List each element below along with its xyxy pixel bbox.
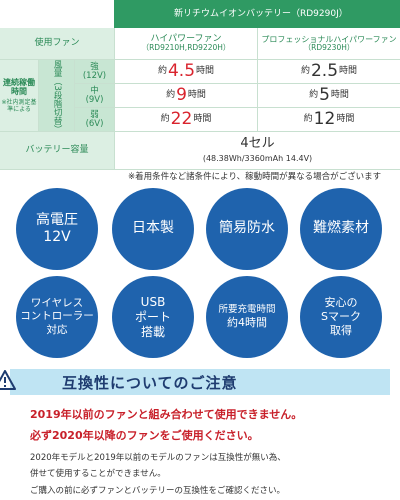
notice-text-line1: 2020年モデルと2019年以前のモデルのファンは互換性が無い為、 [30, 453, 286, 463]
runtime-col2-strong: 約 4.5 時間 [114, 60, 257, 84]
battery-header: 新リチウムイオンバッテリー（RD9290J） [114, 0, 400, 28]
fan-label: 使用ファン [0, 28, 114, 60]
col3-models: （RD9230H） [303, 42, 355, 52]
feature-text: ワイヤレス [30, 297, 84, 310]
notice-title: 互換性についてのご注意 [62, 373, 238, 392]
hours-unit: 時間 [336, 114, 355, 125]
feature-s-mark: 安心の Sマーク 取得 [300, 276, 382, 358]
level-strong: 強 (12V) [74, 60, 114, 84]
level-medium: 中 (9V) [74, 84, 114, 108]
runtime-col3-strong: 約 2.5 時間 [257, 60, 400, 84]
col2-header: ハイパワーファン （RD9210H,RD9220H） [114, 28, 257, 60]
notice-warning-line2: 必ず2020年以降のファンをご使用ください。 [30, 429, 259, 442]
approx: 約 [300, 66, 310, 77]
hours-value: 12 [313, 108, 336, 129]
level-volt: (6V) [85, 118, 104, 129]
notice-warning-line1: 2019年以前のファンと組み合わせて使用できません。 [30, 408, 303, 421]
runtime-col2-medium: 約 9 時間 [114, 84, 257, 108]
feature-text: 安心の [324, 296, 358, 310]
battery-spec: (48.38Wh/3360mAh 14.4V) [202, 154, 313, 164]
feature-text: Sマーク [321, 310, 361, 324]
feature-charge-time: 所要充電時間 約4時間 [206, 276, 288, 358]
feature-water-resistant: 簡易防水 [206, 188, 288, 270]
runtime-col3-weak: 約 12 時間 [257, 108, 400, 132]
hours-unit: 時間 [187, 90, 206, 101]
feature-text: 所要充電時間 [218, 304, 276, 316]
approx: 約 [166, 90, 176, 101]
feature-text: 日本製 [132, 220, 174, 237]
feature-usb-port: USB ポート 搭載 [112, 276, 194, 358]
runtime-footnote: ※着用条件など諸条件により、稼動時間が異なる場合がございます [128, 172, 382, 182]
feature-text: ポート [134, 309, 171, 324]
feature-text: 搭載 [140, 324, 165, 339]
feature-text: 高電圧 [36, 211, 78, 228]
hours-value: 5 [319, 84, 330, 105]
notice-text-line3: ご購入の前に必ずファンとバッテリーの互換性をご確認ください。 [30, 486, 286, 496]
notice-title-bar: 互換性についてのご注意 [0, 369, 390, 395]
level-name: 強 [90, 61, 99, 72]
level-volt: (12V) [82, 70, 107, 81]
hours-value: 22 [170, 108, 193, 129]
feature-text: 取得 [330, 323, 352, 337]
battery-capacity-label: バッテリー容量 [0, 132, 114, 170]
feature-text: 難燃素材 [313, 220, 369, 237]
runtime-label-cell: 連続稼働時間 ※社内測定基準による [0, 60, 38, 132]
hours-value: 9 [176, 84, 187, 105]
battery-capacity-value: 4セル (48.38Wh/3360mAh 14.4V) [114, 132, 400, 170]
hours-unit: 時間 [196, 66, 215, 77]
col2-models: （RD9210H,RD9220H） [141, 43, 231, 53]
feature-text: 12V [43, 229, 71, 245]
approx: 約 [160, 114, 170, 125]
feature-made-in-japan: 日本製 [112, 188, 194, 270]
approx: 約 [303, 114, 313, 125]
feature-text: 簡易防水 [219, 220, 275, 237]
notice-text-line2: 併せて使用することができません。 [30, 469, 166, 479]
level-name: 弱 [90, 109, 99, 120]
level-volt: (9V) [85, 94, 104, 105]
hours-unit: 時間 [339, 66, 358, 77]
approx: 約 [157, 66, 167, 77]
airflow-label: 風量（3段階切替） [38, 60, 74, 133]
level-weak: 弱 (6V) [74, 108, 114, 132]
col3-header: プロフェッショナルハイパワーファン （RD9230H） [257, 28, 400, 60]
hours-unit: 時間 [193, 114, 212, 125]
level-name: 中 [90, 85, 99, 96]
col3-title: プロフェッショナルハイパワーファン [261, 34, 397, 44]
warning-icon [0, 370, 16, 394]
feature-text: USB [140, 294, 166, 309]
feature-high-voltage: 高電圧 12V [16, 188, 98, 270]
hours-unit: 時間 [330, 90, 349, 101]
battery-cells: 4セル [240, 136, 275, 152]
runtime-label: 連続稼働時間 [3, 77, 35, 96]
feature-flame-retardant: 難燃素材 [300, 188, 382, 270]
feature-text: コントローラー [20, 310, 94, 323]
runtime-col3-medium: 約 5 時間 [257, 84, 400, 108]
approx: 約 [309, 90, 319, 101]
runtime-note: ※社内測定基準による [1, 99, 37, 114]
hours-value: 2.5 [310, 60, 339, 81]
runtime-col2-weak: 約 22 時間 [114, 108, 257, 132]
hours-value: 4.5 [167, 60, 196, 81]
feature-wireless-controller: ワイヤレス コントローラー 対応 [16, 276, 98, 358]
feature-text: 対応 [46, 323, 68, 336]
spec-table: 新リチウムイオンバッテリー（RD9290J） 使用ファン ハイパワーファン （R… [0, 0, 400, 178]
feature-text: 約4時間 [227, 316, 267, 330]
col2-title: ハイパワーファン [150, 34, 222, 45]
